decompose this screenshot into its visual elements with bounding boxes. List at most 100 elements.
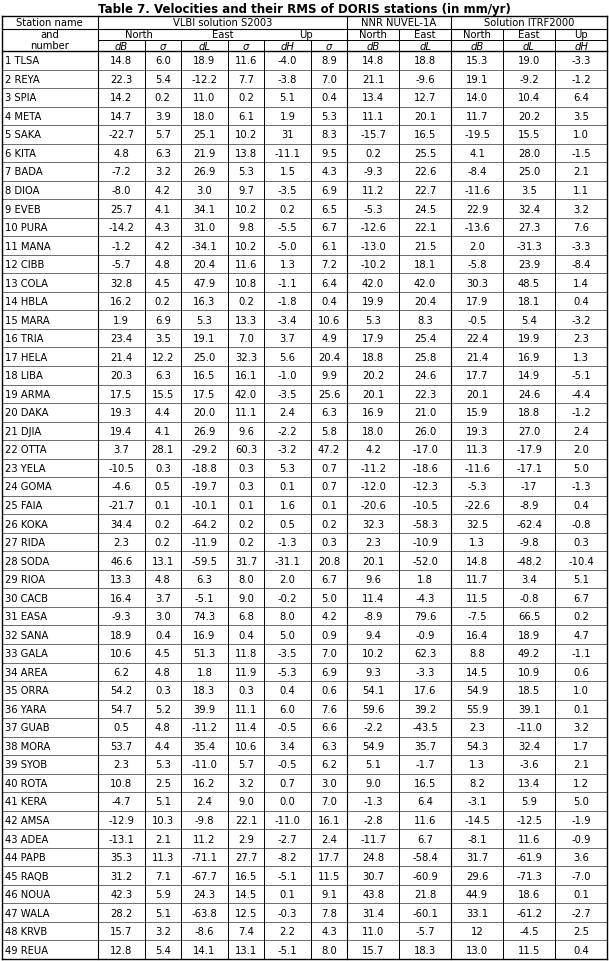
Text: 15.5: 15.5 — [518, 131, 540, 140]
Text: 4 META: 4 META — [5, 111, 41, 122]
Text: 1.3: 1.3 — [469, 759, 485, 770]
Text: 3.5: 3.5 — [155, 333, 171, 344]
Text: 20.4: 20.4 — [318, 353, 340, 362]
Text: 4.8: 4.8 — [113, 149, 129, 159]
Text: 15.5: 15.5 — [152, 389, 174, 400]
Text: 16.5: 16.5 — [414, 131, 436, 140]
Text: 3.0: 3.0 — [197, 185, 212, 196]
Text: 4.8: 4.8 — [155, 575, 171, 584]
Text: 2.0: 2.0 — [280, 575, 295, 584]
Text: -5.5: -5.5 — [278, 223, 297, 233]
Text: 3.0: 3.0 — [155, 611, 171, 622]
Text: 1.3: 1.3 — [280, 259, 295, 270]
Text: 42.0: 42.0 — [235, 389, 257, 400]
Text: -7.5: -7.5 — [467, 611, 487, 622]
Text: 25 FAIA: 25 FAIA — [5, 501, 43, 510]
Text: -2.2: -2.2 — [364, 723, 383, 732]
Text: 47.2: 47.2 — [318, 445, 340, 455]
Text: 8.3: 8.3 — [417, 315, 433, 326]
Text: 19.3: 19.3 — [110, 407, 132, 418]
Text: 4.9: 4.9 — [321, 333, 337, 344]
Text: -5.7: -5.7 — [111, 259, 131, 270]
Text: -9.6: -9.6 — [415, 75, 435, 85]
Text: -9.8: -9.8 — [519, 537, 539, 548]
Text: 15.7: 15.7 — [362, 945, 384, 954]
Text: 2.0: 2.0 — [573, 445, 589, 455]
Text: 4.1: 4.1 — [155, 205, 171, 214]
Text: 31.4: 31.4 — [362, 908, 384, 918]
Text: 11.6: 11.6 — [414, 815, 436, 825]
Text: 26 KOKA: 26 KOKA — [5, 519, 48, 529]
Text: 0.4: 0.4 — [155, 630, 171, 640]
Text: 18.8: 18.8 — [518, 407, 540, 418]
Text: 47 WALA: 47 WALA — [5, 908, 49, 918]
Text: 27.3: 27.3 — [518, 223, 540, 233]
Text: 4.8: 4.8 — [155, 259, 171, 270]
Text: 6.9: 6.9 — [155, 315, 171, 326]
Text: 1.9: 1.9 — [280, 111, 295, 122]
Text: 14.5: 14.5 — [235, 889, 257, 899]
Text: 6.4: 6.4 — [417, 797, 433, 806]
Text: 12: 12 — [471, 926, 484, 936]
Text: 20.4: 20.4 — [193, 259, 216, 270]
Text: 13 COLA: 13 COLA — [5, 279, 48, 288]
Text: 13.1: 13.1 — [152, 556, 174, 566]
Text: 74.3: 74.3 — [193, 611, 216, 622]
Text: -11.6: -11.6 — [464, 185, 490, 196]
Text: 4.8: 4.8 — [155, 723, 171, 732]
Text: 34 AREA: 34 AREA — [5, 667, 48, 678]
Text: 9.5: 9.5 — [321, 149, 337, 159]
Text: 10.9: 10.9 — [518, 667, 540, 678]
Text: 0.9: 0.9 — [321, 630, 337, 640]
Text: 0.1: 0.1 — [280, 889, 295, 899]
Text: 6.3: 6.3 — [155, 149, 171, 159]
Text: 11.4: 11.4 — [235, 723, 257, 732]
Text: 5.7: 5.7 — [155, 131, 171, 140]
Text: 20.1: 20.1 — [362, 389, 384, 400]
Text: -31.1: -31.1 — [275, 556, 300, 566]
Text: 0.2: 0.2 — [155, 519, 171, 529]
Text: 6.4: 6.4 — [573, 93, 589, 103]
Text: 3.7: 3.7 — [113, 445, 129, 455]
Text: 9.3: 9.3 — [365, 667, 381, 678]
Text: 7.1: 7.1 — [155, 871, 171, 880]
Text: -1.3: -1.3 — [571, 482, 591, 492]
Text: 19.0: 19.0 — [518, 56, 540, 66]
Text: Table 7. Velocities and their RMS of DORIS stations (in mm/yr): Table 7. Velocities and their RMS of DOR… — [98, 3, 511, 15]
Text: -71.3: -71.3 — [516, 871, 542, 880]
Text: 33.1: 33.1 — [466, 908, 488, 918]
Text: North: North — [125, 31, 153, 40]
Text: 2.9: 2.9 — [238, 834, 254, 844]
Text: 28 SODA: 28 SODA — [5, 556, 49, 566]
Text: 19.3: 19.3 — [466, 427, 488, 436]
Text: 14.2: 14.2 — [110, 93, 132, 103]
Text: -1.2: -1.2 — [571, 75, 591, 85]
Text: 17.5: 17.5 — [110, 389, 132, 400]
Text: -34.1: -34.1 — [191, 241, 217, 252]
Text: 6.3: 6.3 — [321, 407, 337, 418]
Text: -0.5: -0.5 — [278, 759, 297, 770]
Text: 8.0: 8.0 — [321, 945, 337, 954]
Text: 26.9: 26.9 — [193, 427, 216, 436]
Text: 2.3: 2.3 — [113, 759, 129, 770]
Text: 9.6: 9.6 — [365, 575, 381, 584]
Text: -14.2: -14.2 — [108, 223, 134, 233]
Text: 62.3: 62.3 — [414, 649, 436, 658]
Text: 0.6: 0.6 — [573, 667, 589, 678]
Text: 10.6: 10.6 — [110, 649, 132, 658]
Text: 32.5: 32.5 — [466, 519, 488, 529]
Text: 5.3: 5.3 — [280, 463, 295, 474]
Text: 11.2: 11.2 — [193, 834, 216, 844]
Text: 39 SYOB: 39 SYOB — [5, 759, 47, 770]
Text: East: East — [414, 31, 436, 40]
Text: 2.2: 2.2 — [280, 926, 295, 936]
Text: 66.5: 66.5 — [518, 611, 540, 622]
Text: 7.0: 7.0 — [321, 797, 337, 806]
Text: 14.9: 14.9 — [518, 371, 540, 381]
Text: 22.7: 22.7 — [414, 185, 436, 196]
Text: 19 ARMA: 19 ARMA — [5, 389, 50, 400]
Text: -18.6: -18.6 — [412, 463, 438, 474]
Text: 5.1: 5.1 — [365, 759, 381, 770]
Text: -22.7: -22.7 — [108, 131, 134, 140]
Text: 20.1: 20.1 — [362, 556, 384, 566]
